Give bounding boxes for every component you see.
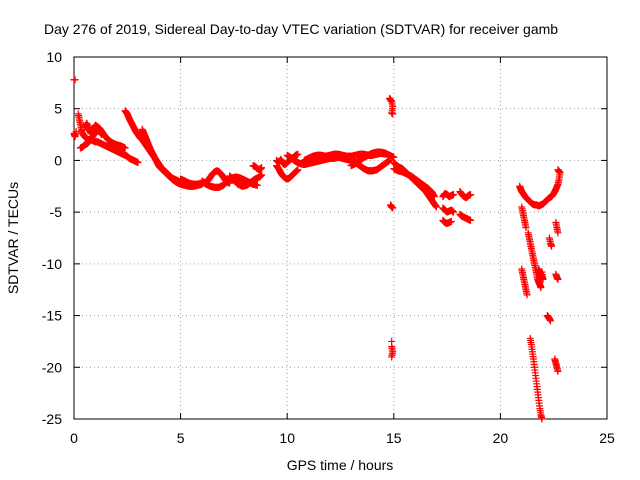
data-point	[71, 76, 79, 84]
data-point	[121, 144, 129, 152]
data-point	[258, 164, 266, 172]
data-point	[522, 224, 530, 232]
y-tick-label: 0	[54, 152, 62, 168]
data-point	[548, 242, 556, 250]
y-tick-label: 5	[54, 101, 62, 117]
data-points	[70, 76, 564, 423]
data-point	[554, 229, 562, 237]
data-point	[134, 158, 142, 166]
x-tick-label: 10	[279, 430, 295, 446]
data-point	[294, 150, 302, 158]
data-point	[389, 204, 397, 212]
x-tick-label: 20	[493, 430, 509, 446]
data-point	[449, 191, 457, 199]
chart-title: Day 276 of 2019, Sidereal Day-to-day VTE…	[44, 21, 558, 37]
data-point	[547, 317, 555, 325]
data-point	[253, 181, 261, 189]
x-tick-label: 0	[70, 430, 78, 446]
data-point	[449, 208, 457, 216]
y-tick-label: -5	[50, 204, 63, 220]
data-point	[447, 217, 455, 225]
y-tick-label: 10	[46, 49, 62, 65]
data-point	[389, 110, 397, 118]
axis-ticks: 0 5 10 15 20 25 10 5 0 -5 -10 -15 -20 -25	[42, 49, 615, 446]
data-point	[538, 268, 546, 276]
y-tick-label: -20	[42, 359, 62, 375]
data-point	[523, 291, 531, 299]
x-axis-label: GPS time / hours	[287, 457, 394, 473]
data-point	[72, 127, 80, 135]
x-tick-label: 25	[599, 430, 615, 446]
x-tick-label: 15	[386, 430, 402, 446]
y-tick-label: -10	[42, 256, 62, 272]
data-point	[538, 415, 546, 423]
data-point	[258, 171, 266, 179]
y-axis-label: SDTVAR / TECUs	[5, 182, 21, 294]
data-point	[388, 353, 396, 361]
grid	[74, 57, 607, 419]
data-point	[554, 367, 562, 375]
x-tick-label: 5	[177, 430, 185, 446]
data-point	[467, 191, 475, 199]
data-point	[430, 193, 438, 201]
data-point	[432, 203, 440, 211]
plot-frame	[73, 56, 608, 420]
y-tick-label: -15	[42, 308, 62, 324]
data-point	[554, 275, 562, 283]
data-point	[467, 216, 475, 224]
y-tick-label: -25	[42, 411, 62, 427]
data-point	[537, 284, 545, 292]
data-point	[554, 166, 562, 174]
data-point	[294, 166, 302, 174]
